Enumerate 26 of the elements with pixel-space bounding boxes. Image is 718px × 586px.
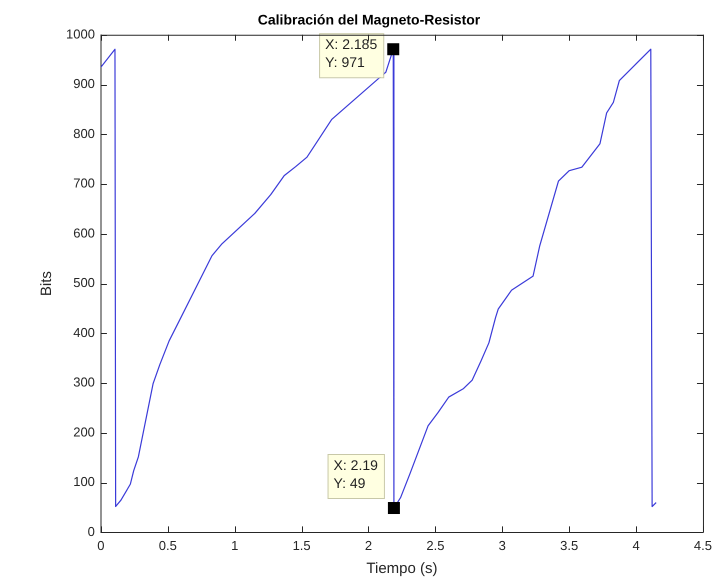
x-tick-label: 3.5	[560, 538, 578, 553]
y-tick-label: 100	[73, 474, 95, 490]
annotation: X: 2.19 Y: 49	[334, 456, 378, 491]
y-axis-title: Bits	[38, 271, 56, 296]
chart-title: Calibración del Magneto-Resistor	[258, 11, 481, 28]
x-axis-title: Tiempo (s)	[366, 560, 438, 578]
x-tick-label: 1	[231, 538, 238, 553]
y-tick-label: 700	[73, 176, 95, 191]
x-tick-label: 4	[632, 538, 640, 553]
y-tick-label: 200	[73, 424, 95, 440]
x-tick-label: 0.5	[158, 538, 177, 553]
y-tick-label: 900	[73, 76, 95, 92]
y-tick-label: 0	[88, 524, 95, 539]
y-tick-label: 500	[73, 275, 95, 290]
y-tick-label: 800	[73, 126, 95, 141]
x-tick-label: 2	[364, 538, 372, 553]
x-tick-label: 1.5	[292, 538, 311, 553]
annotation: X: 2.185 Y: 971	[325, 36, 378, 70]
y-tick-label: 300	[73, 374, 95, 390]
x-tick-label: 2.5	[426, 538, 444, 553]
x-tick-label: 0	[97, 538, 105, 553]
x-tick-label: 4.5	[694, 538, 712, 553]
y-tick-label: 600	[73, 225, 95, 240]
y-tick-label: 1000	[66, 26, 95, 42]
x-tick-label: 3	[498, 538, 506, 553]
y-tick-label: 400	[73, 324, 95, 340]
